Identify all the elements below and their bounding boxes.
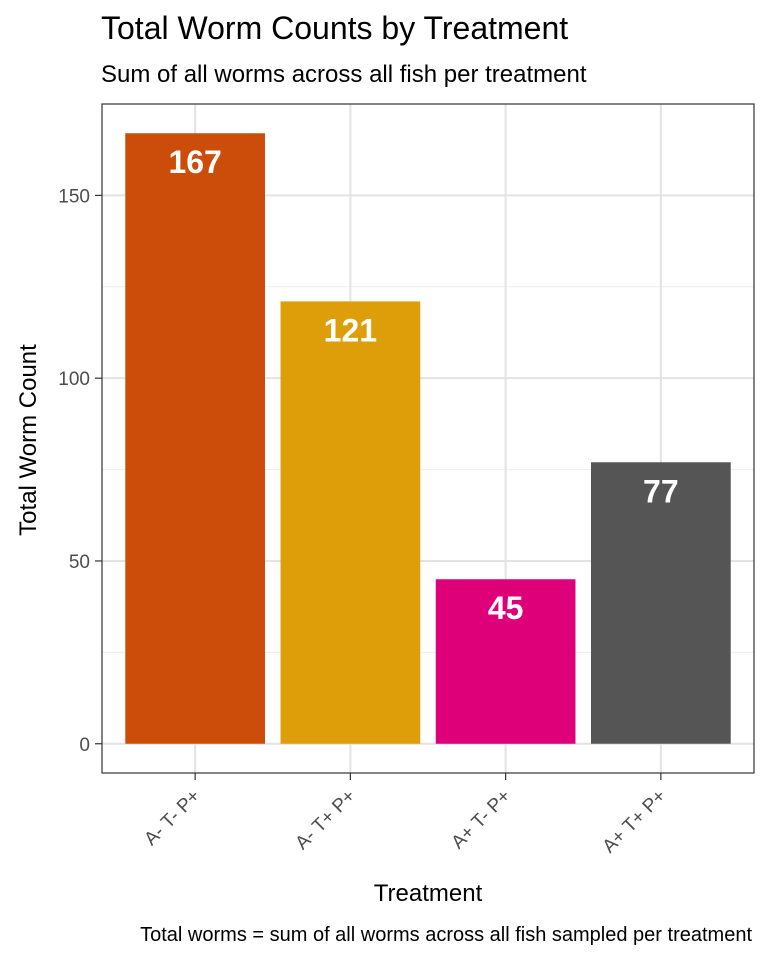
y-tick-label: 0 [79, 735, 90, 756]
y-axis-title: Total Worm Count [15, 344, 42, 536]
bar [435, 579, 576, 744]
x-axis: A- T- P+ A- T+ P+ A+ T- P+ A+ T+ P+ [140, 773, 670, 857]
data-label: 45 [488, 590, 524, 626]
bars [125, 133, 731, 744]
y-tick-label: 150 [58, 186, 90, 207]
bar [591, 462, 731, 744]
x-tick-label: A- T- P+ [140, 786, 204, 850]
data-label: 121 [324, 312, 377, 348]
bar [125, 133, 266, 744]
x-axis-title: Treatment [374, 880, 483, 907]
chart-subtitle: Sum of all worms across all fish per tre… [101, 61, 587, 88]
data-label: 77 [643, 473, 679, 509]
chart-caption: Total worms = sum of all worms across al… [140, 924, 752, 946]
chart-title: Total Worm Counts by Treatment [101, 10, 568, 46]
y-tick-label: 50 [69, 552, 90, 573]
data-label: 167 [168, 144, 221, 180]
bar [280, 301, 421, 744]
data-labels: 167 121 45 77 [168, 144, 678, 626]
y-tick-label: 100 [58, 369, 90, 390]
y-axis: 0 50 100 150 [58, 186, 102, 756]
plot-border [101, 103, 755, 774]
x-tick-label: A+ T- P+ [448, 786, 516, 854]
x-tick-label: A- T+ P+ [292, 786, 360, 854]
x-tick-label: A+ T+ P+ [599, 786, 671, 858]
